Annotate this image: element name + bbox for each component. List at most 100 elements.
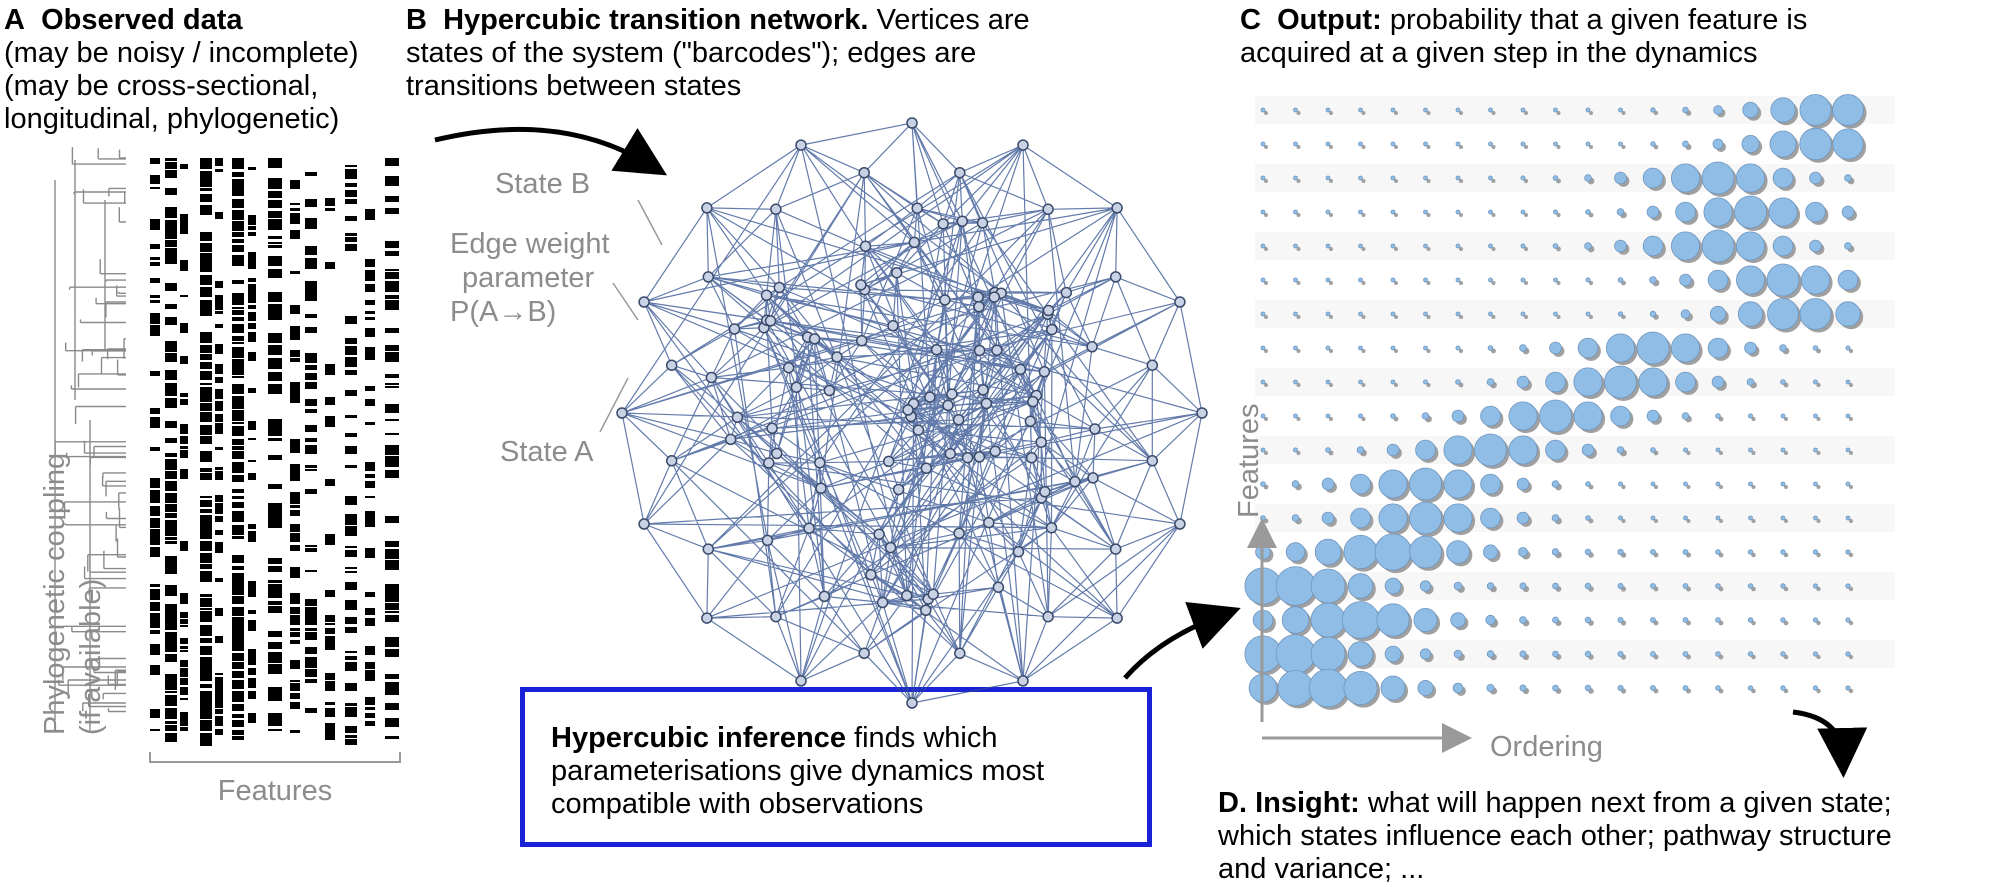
matrix-cell <box>305 365 317 370</box>
matrix-cell <box>248 294 256 303</box>
bubble-shadow <box>1329 145 1333 149</box>
bubble <box>1488 243 1493 249</box>
matrix-cell <box>232 439 244 445</box>
bubble <box>1293 277 1298 283</box>
matrix-cell <box>180 612 188 618</box>
bubble-shadow <box>1491 247 1496 251</box>
panel-c-title: Output: <box>1277 4 1382 36</box>
panel-c-letter: C <box>1240 4 1261 36</box>
bubble <box>1780 413 1786 419</box>
matrix-cell <box>165 283 177 291</box>
bubble-row-band <box>1255 436 1895 464</box>
bubble-shadow <box>1816 552 1821 558</box>
bubble <box>1650 107 1656 113</box>
bubble <box>1358 277 1363 283</box>
matrix-cell <box>165 459 177 470</box>
bubble <box>1293 447 1299 453</box>
matrix-cell <box>345 617 357 624</box>
matrix-cell <box>305 327 317 333</box>
matrix-cell <box>365 666 375 669</box>
bubble <box>1585 515 1591 521</box>
network-node <box>988 291 1001 303</box>
matrix-cell <box>305 246 317 255</box>
network-node <box>956 215 969 227</box>
bubble-shadow <box>1296 213 1301 217</box>
bubble <box>1646 409 1660 423</box>
matrix-cell <box>165 682 177 690</box>
matrix-cell <box>180 668 188 677</box>
bubble <box>1519 582 1527 590</box>
bubble <box>1682 140 1689 148</box>
bubble <box>1487 345 1494 351</box>
matrix-cell <box>248 388 256 393</box>
bubble <box>1845 515 1851 521</box>
matrix-cell <box>232 666 244 669</box>
network-node <box>616 407 628 419</box>
bubble <box>1683 515 1688 521</box>
matrix-cell <box>215 694 223 701</box>
matrix-cell <box>248 252 256 263</box>
matrix-cell <box>215 428 223 434</box>
bubble-shadow <box>1524 315 1528 319</box>
bubble <box>1553 141 1558 147</box>
panel-d-title-rest: what will happen next from a given state… <box>1367 787 1892 819</box>
matrix-cell <box>248 473 256 480</box>
bubble <box>1585 107 1591 113</box>
matrix-cell <box>345 190 357 192</box>
panel-a-line-1: (may be noisy / incomplete) <box>4 37 359 69</box>
inference-line-2: compatible with observations <box>551 788 924 820</box>
matrix-cell <box>232 245 244 252</box>
bubble-shadow <box>1524 111 1528 115</box>
network-node <box>920 462 933 474</box>
matrix-cell <box>365 618 375 626</box>
matrix-cell <box>150 313 160 324</box>
matrix-cell <box>385 272 399 279</box>
bubble-shadow <box>1459 111 1463 115</box>
matrix-cell <box>200 708 212 717</box>
matrix-cell <box>200 571 212 582</box>
bubble <box>1553 311 1558 317</box>
matrix-cell <box>165 509 177 512</box>
matrix-cell <box>268 642 282 649</box>
bubble <box>1584 616 1592 624</box>
matrix-cell <box>365 610 375 615</box>
network-node <box>952 414 965 426</box>
bubble <box>1701 229 1735 263</box>
bubble <box>1519 616 1527 624</box>
matrix-cell <box>345 651 357 653</box>
matrix-cell <box>248 668 256 671</box>
matrix-cell <box>200 245 212 252</box>
bubble-row-band <box>1255 232 1895 260</box>
bubble <box>1275 566 1316 606</box>
network-node <box>855 279 867 291</box>
bubble-shadow <box>1719 519 1723 523</box>
state-b-label: State B <box>495 168 591 200</box>
network-node <box>1111 202 1123 214</box>
matrix-cell <box>150 371 160 376</box>
bubble <box>1552 243 1559 249</box>
network-node <box>954 166 966 179</box>
bubble <box>1260 413 1266 419</box>
matrix-cell <box>290 208 300 211</box>
bubble <box>1812 685 1819 691</box>
matrix-cell <box>365 386 375 391</box>
bubble <box>1409 467 1442 501</box>
bubble <box>1384 645 1402 663</box>
bubble <box>1747 617 1754 623</box>
bubble <box>1518 547 1528 557</box>
bubble <box>1519 344 1527 352</box>
matrix-cell <box>305 258 317 269</box>
matrix-cell <box>232 359 244 366</box>
matrix-cell <box>215 377 223 383</box>
matrix-cell <box>165 504 177 509</box>
matrix-cell <box>365 270 375 281</box>
matrix-cell <box>200 158 212 169</box>
matrix-cell <box>290 230 300 239</box>
bubble <box>1813 379 1819 385</box>
matrix-cell <box>200 182 212 187</box>
network-node <box>1017 675 1029 687</box>
inference-box: Hypercubic inference finds which paramet… <box>520 687 1152 847</box>
network-node <box>977 384 989 396</box>
bubble <box>1649 276 1657 284</box>
bubble <box>1707 269 1729 291</box>
